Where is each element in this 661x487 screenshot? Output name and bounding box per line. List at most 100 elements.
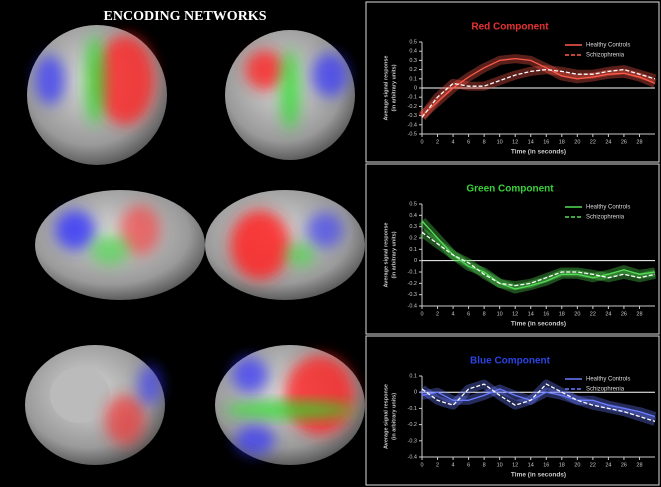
x-tick-label: 20: [574, 139, 580, 145]
x-tick-label: 20: [574, 462, 580, 468]
x-tick-label: 12: [512, 139, 518, 145]
brain: [215, 345, 365, 465]
y-tick-label: -0.4: [408, 122, 417, 128]
x-tick-label: 16: [543, 462, 549, 468]
figure-title: ENCODING NETWORKS: [104, 9, 267, 24]
x-tick-label: 26: [621, 139, 627, 145]
series-line: [421, 231, 656, 287]
x-tick-label: 26: [621, 311, 627, 317]
x-tick-label: 8: [483, 462, 486, 468]
x-tick-label: 28: [636, 139, 642, 145]
series-band: [419, 228, 656, 291]
y-tick-label: -0.3: [408, 438, 417, 444]
y-tick-label: -0.2: [408, 104, 417, 110]
panel-border: [365, 1, 660, 163]
y-tick-label: -0.1: [408, 269, 417, 275]
legend-label: Healthy Controls: [586, 377, 630, 383]
y-tick-label: -0.1: [408, 95, 417, 101]
y-tick-label: 0.5: [409, 201, 417, 207]
y-tick-label: 0.2: [409, 235, 417, 241]
y-axis-label: (in arbitrary units): [391, 231, 397, 278]
x-tick-label: 2: [436, 311, 439, 317]
y-tick-label: 0.4: [409, 213, 417, 219]
x-tick-label: 4: [452, 311, 455, 317]
y-tick-label: -0.2: [408, 422, 417, 428]
chart-panel: Green Component -0.4 -0.3 -0.2 -0.1 0 0.1 0.2 0.…: [365, 163, 660, 335]
x-tick-label: 0: [420, 462, 423, 468]
y-tick-label: -0.3: [408, 292, 417, 298]
brain: [205, 190, 365, 300]
series-line: [421, 68, 656, 118]
x-tick-label: 24: [605, 462, 611, 468]
legend-label: Healthy Controls: [586, 43, 630, 49]
y-tick-label: -0.3: [408, 113, 417, 119]
x-tick-label: 16: [543, 139, 549, 145]
x-axis-label: Time (in seconds): [511, 472, 566, 479]
brain: [225, 30, 355, 160]
legend-label: Schizophrenia: [586, 387, 625, 393]
x-tick-label: 6: [467, 139, 470, 145]
brain: [25, 345, 165, 465]
x-tick-label: 10: [497, 462, 503, 468]
legend-label: Schizophrenia: [586, 215, 625, 221]
y-tick-label: 0.1: [409, 247, 417, 253]
x-tick-label: 14: [528, 462, 534, 468]
y-axis-label: Average signal response: [383, 223, 389, 288]
y-axis-label: (in arbitrary units): [391, 393, 397, 440]
x-tick-label: 18: [559, 462, 565, 468]
chart-title: Red Component: [471, 22, 549, 33]
chart-title: Blue Component: [470, 356, 551, 367]
x-tick-label: 18: [559, 311, 565, 317]
x-tick-label: 14: [528, 311, 534, 317]
x-tick-label: 2: [436, 462, 439, 468]
y-tick-label: 0.5: [409, 39, 417, 45]
x-tick-label: 22: [590, 139, 596, 145]
y-tick-label: -0.1: [408, 406, 417, 412]
brain-images: [25, 25, 365, 465]
y-tick-label: 0.2: [409, 67, 417, 73]
x-tick-label: 22: [590, 311, 596, 317]
series-line: [421, 383, 656, 423]
y-tick-label: 0: [414, 85, 417, 91]
brain: [27, 25, 167, 165]
y-tick-label: 0.4: [409, 49, 417, 55]
x-tick-label: 0: [420, 139, 423, 145]
x-axis-label: Time (in seconds): [511, 149, 566, 156]
x-tick-label: 20: [574, 311, 580, 317]
y-tick-label: 0.1: [409, 373, 417, 379]
x-tick-label: 14: [528, 139, 534, 145]
x-tick-label: 22: [590, 462, 596, 468]
y-axis-label: (in arbitrary units): [391, 64, 397, 111]
series-line: [421, 220, 656, 290]
x-tick-label: 4: [452, 462, 455, 468]
chart-panel: Red Component -0.5 -0.4 -0.3 -0.2 -0.1 0 0.1 0.2…: [365, 1, 660, 163]
x-tick-label: 28: [636, 462, 642, 468]
y-tick-label: -0.4: [408, 303, 417, 309]
y-tick-label: 0.1: [409, 76, 417, 82]
y-axis-label: Average signal response: [383, 56, 389, 121]
x-tick-label: 18: [559, 139, 565, 145]
panel-border: [365, 163, 660, 335]
x-tick-label: 8: [483, 311, 486, 317]
x-tick-label: 6: [467, 311, 470, 317]
x-tick-label: 4: [452, 139, 455, 145]
x-tick-label: 26: [621, 462, 627, 468]
x-tick-label: 10: [497, 139, 503, 145]
y-tick-label: -0.2: [408, 281, 417, 287]
y-tick-label: 0.3: [409, 224, 417, 230]
panel-border: [365, 335, 660, 486]
chart-title: Green Component: [466, 184, 554, 195]
brain: [35, 190, 205, 300]
x-tick-label: 8: [483, 139, 486, 145]
y-tick-label: -0.5: [408, 131, 417, 137]
x-tick-label: 12: [512, 311, 518, 317]
y-axis-label: Average signal response: [383, 384, 389, 449]
x-tick-label: 24: [605, 311, 611, 317]
x-tick-label: 12: [512, 462, 518, 468]
x-tick-label: 10: [497, 311, 503, 317]
x-tick-label: 2: [436, 139, 439, 145]
x-tick-label: 28: [636, 311, 642, 317]
x-tick-label: 24: [605, 139, 611, 145]
